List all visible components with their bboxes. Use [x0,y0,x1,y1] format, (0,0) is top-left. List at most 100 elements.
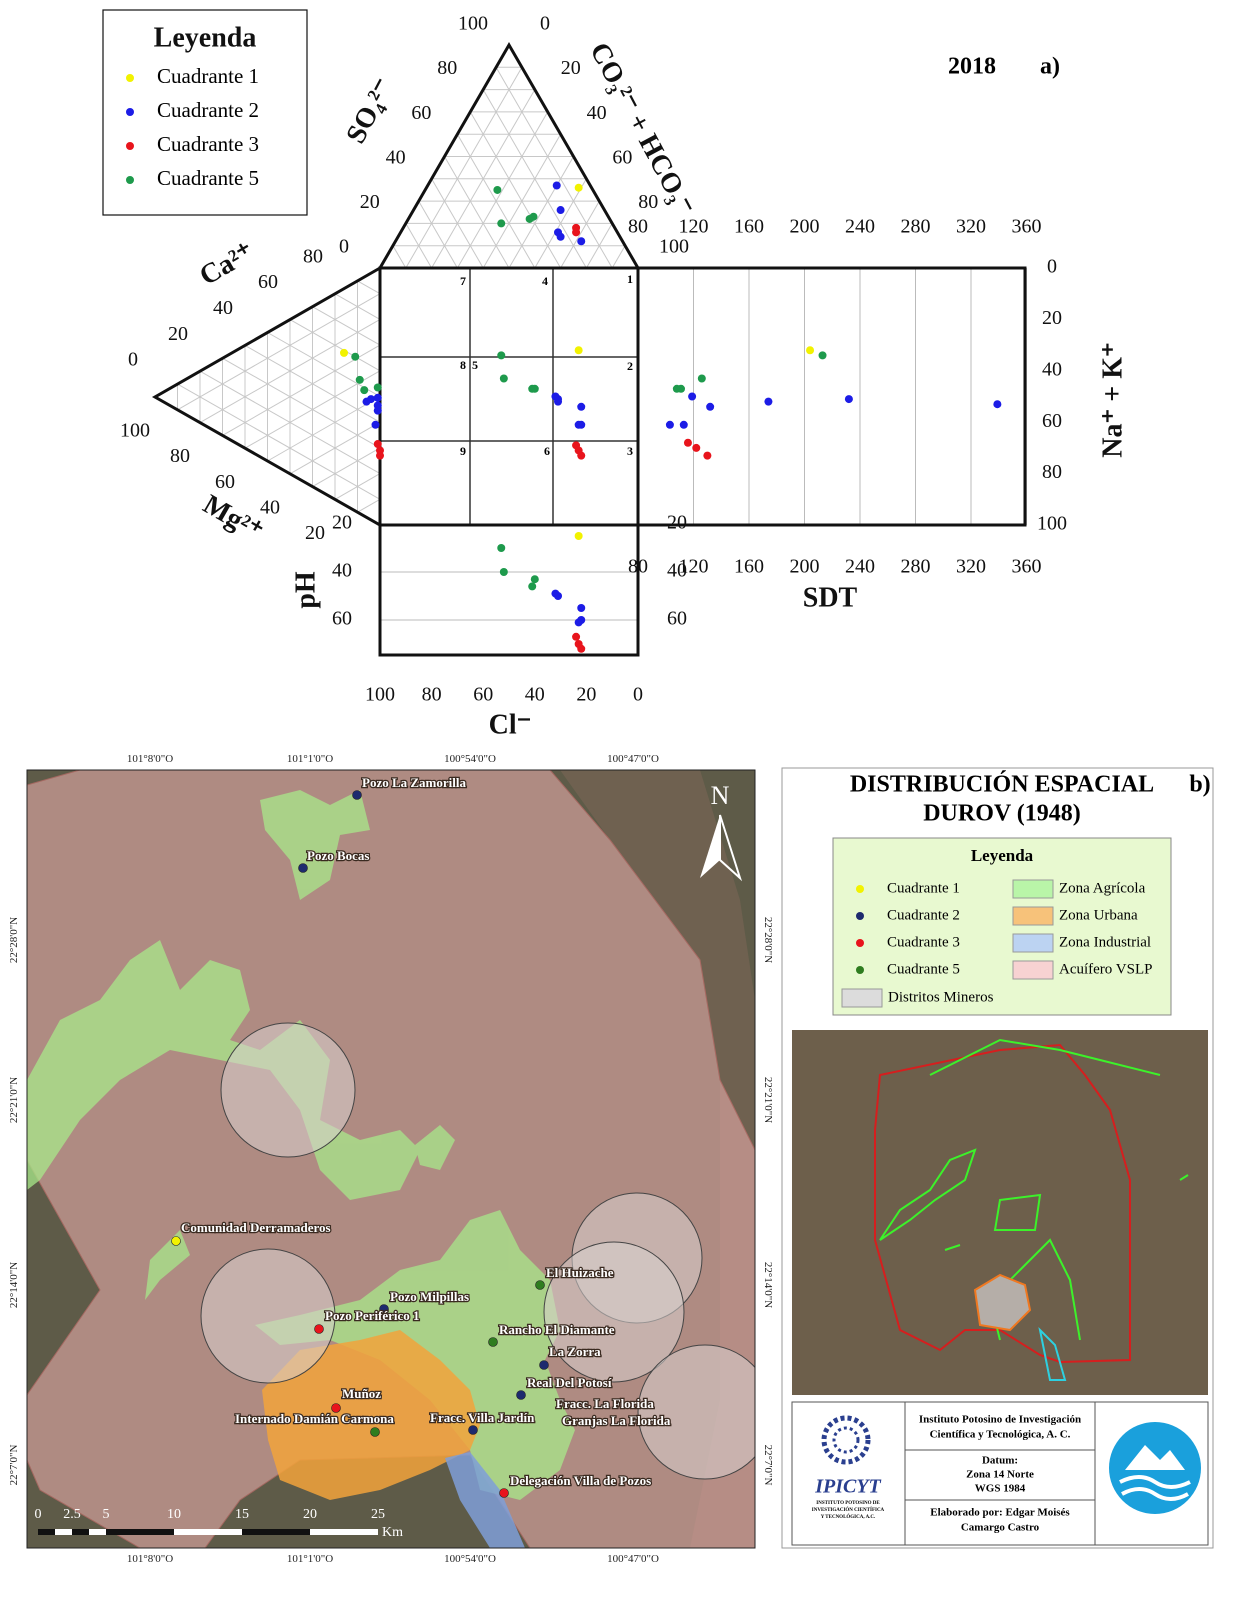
site-label: Rancho El Diamante [499,1322,615,1337]
tick-label: 40 [525,684,545,706]
anion-point [557,206,565,214]
tick-label: 80 [638,191,658,213]
longitude-label: 101°8'0"O [127,1553,173,1565]
longitude-label: 101°8'0"O [127,753,173,765]
tick-label: 20 [1042,307,1062,329]
sdt-point [764,398,772,406]
latitude-label: 22°21'0"N [8,1077,20,1123]
field-number: 1 [627,272,633,286]
ternary-grid [358,281,381,294]
site-label: Comunidad Derramaderos [181,1220,331,1235]
legend-swatch [1013,880,1053,898]
ph-point [528,582,536,590]
logo-text: IPICYT [814,1476,881,1498]
site-label: Granjas La Florida [562,1413,671,1428]
credit-text: Científica y Tecnológica, A. C. [930,1429,1071,1441]
sdt-point [845,395,853,403]
tick-label: 280 [901,216,931,238]
tick-label: 100 [458,13,488,35]
anion-point [572,228,580,236]
square-point [497,351,505,359]
tick-label: 20 [561,57,581,79]
credit-text: Zona 14 Norte [966,1469,1034,1481]
ph-point [500,568,508,576]
tick-label: 80 [628,216,648,238]
ternary-grid [313,307,381,345]
legend-label: Cuadrante 5 [157,166,259,190]
axis-title-so4: SO₄²⁻ [340,73,400,148]
legend-label: Cuadrante 5 [887,961,960,977]
field-number: 4 [542,274,548,288]
anion-point [577,237,585,245]
ph-point [554,592,562,600]
tick-label: 40 [332,560,352,582]
ternary-grid [561,201,600,268]
longitude-label: 101°1'0"O [287,1553,333,1565]
site-label: Pozo Milpillas [390,1289,469,1304]
site-label: Pozo La Zamorilla [362,775,466,790]
tick-label: 20 [305,522,325,544]
scale-bar [38,1529,378,1535]
tick-label: 80 [628,556,648,578]
longitude-label: 100°47'0"O [607,1553,659,1565]
ternary-grid [268,397,381,462]
anion-point [575,184,583,192]
longitude-label: 101°1'0"O [287,753,333,765]
legend-label: Zona Industrial [1059,934,1151,950]
anion-point [553,181,561,189]
axis-title-nak: Na⁺ + K⁺ [1097,342,1128,458]
credit-text: INVESTIGACIÓN CIENTÍFICA [812,1507,885,1513]
legend-marker [126,74,134,82]
field-number: 2 [627,359,633,373]
tick-label: 60 [612,146,632,168]
credit-text: Camargo Castro [961,1522,1040,1534]
axis-title-ca: Ca²⁺ [194,236,259,292]
sampling-site [299,864,308,873]
tick-label: 60 [411,102,431,124]
sampling-site [517,1391,526,1400]
site-label: Fracc. La Florida [556,1396,654,1411]
tick-label: 20 [168,323,188,345]
tick-label: 40 [1042,358,1062,380]
square-point [554,398,562,406]
cation-point [356,376,364,384]
tick-label: 280 [901,556,931,578]
tick-label: 60 [1042,410,1062,432]
latitude-label: 22°14'0"N [762,1262,774,1308]
square-point [500,375,508,383]
cation-point [340,349,348,357]
legend-label: Cuadrante 2 [887,907,960,923]
sampling-site [172,1237,181,1246]
legend-swatch [1013,934,1053,952]
tick-label: 40 [260,496,280,518]
square-point [575,346,583,354]
tick-label: 80 [437,57,457,79]
tick-label: 360 [1012,556,1042,578]
sdt-point [703,452,711,460]
credit-text: Instituto Potosino de Investigación [919,1414,1081,1426]
legend-marker [126,176,134,184]
tick-label: 160 [734,216,764,238]
site-label: La Zorra [549,1344,601,1359]
site-label: Muñoz [342,1386,381,1401]
longitude-label: 100°54'0"O [444,753,496,765]
tick-label: 60 [215,471,235,493]
sdt-point [806,346,814,354]
ternary-grid [223,358,381,448]
scale-label: 10 [167,1507,181,1522]
site-label: Internado Damián Carmona [235,1411,394,1426]
square-point [577,403,585,411]
legend-marker [856,939,864,947]
anion-point [493,186,501,194]
inset-map [792,1030,1208,1395]
legend-marker [126,142,134,150]
central-square [380,268,638,525]
tick-label: 100 [120,420,150,442]
anion-point [530,213,538,221]
year: 2018 [948,54,996,80]
panel-b: DISTRIBUCIÓN ESPACIAL DUROV (1948) b) Le… [782,768,1213,1548]
ternary-grid [470,112,560,268]
cation-point [376,452,384,460]
tick-label: 20 [667,512,687,534]
square-point [531,385,539,393]
